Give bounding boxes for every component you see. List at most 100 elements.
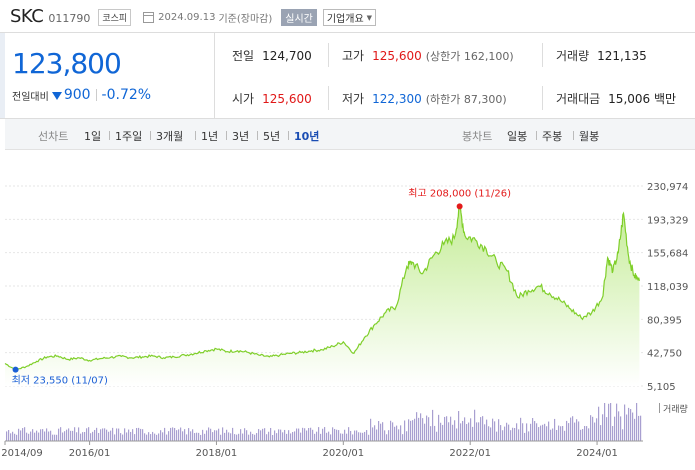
volume-bar	[390, 420, 392, 441]
volume-bar	[374, 425, 376, 441]
quote-date: 2024.09.13	[158, 12, 216, 23]
period-3y[interactable]: 3년	[232, 130, 250, 143]
volume-bar	[158, 433, 160, 441]
volume-bar	[618, 411, 620, 441]
volume-bar	[418, 417, 420, 441]
period-3m[interactable]: 3개월	[156, 130, 184, 143]
volume-bar	[188, 428, 190, 441]
volume-bar	[412, 420, 414, 441]
volume-bar	[96, 427, 98, 441]
company-overview-label: 기업개요	[326, 14, 364, 25]
divider	[542, 43, 543, 67]
volume-bar	[422, 418, 424, 441]
volume-bar	[290, 433, 292, 441]
volume-bar	[236, 434, 238, 441]
volume-bar	[456, 428, 458, 441]
volume-bar	[482, 416, 484, 441]
volume-bar	[388, 430, 390, 441]
volume-bar	[604, 403, 606, 441]
volume-bar	[70, 430, 72, 441]
volume-bar	[474, 409, 476, 441]
volume-bar	[20, 430, 22, 441]
market-badge: 코스피	[98, 9, 132, 26]
volume-bar	[566, 420, 568, 441]
volume-bar	[302, 427, 304, 441]
volume-value: 121,135	[597, 48, 647, 63]
volume-bar	[498, 419, 500, 441]
volume-bar	[68, 428, 70, 441]
prev-close-label: 전일	[232, 49, 255, 63]
volume-bar	[274, 430, 276, 441]
volume-bar	[14, 433, 16, 441]
volume-bar	[222, 427, 224, 441]
divider	[573, 131, 574, 140]
volume-bar	[266, 434, 268, 441]
volume-bar	[22, 428, 24, 441]
volume-bar	[622, 429, 624, 441]
prev-close-value: 124,700	[262, 48, 312, 63]
volume-bar	[78, 427, 80, 441]
volume-bar	[442, 424, 444, 441]
current-price-panel: 123,800 전일대비 900 -0.72%	[0, 33, 215, 118]
volume-bar	[450, 416, 452, 441]
volume-bar	[246, 430, 248, 441]
volume-bar	[320, 433, 322, 441]
volume-bar	[630, 409, 632, 441]
period-5y[interactable]: 5년	[263, 130, 281, 143]
volume-bar	[576, 419, 578, 441]
volume-bar	[626, 414, 628, 441]
volume-bar	[568, 423, 570, 441]
company-overview-button[interactable]: 기업개요 ▼	[322, 9, 377, 26]
volume-bar	[118, 428, 120, 441]
volume-bar	[182, 431, 184, 441]
period-1y[interactable]: 1년	[201, 130, 219, 143]
volume-bar	[212, 432, 214, 441]
divider	[328, 43, 329, 67]
volume-bar	[324, 427, 326, 441]
period-10y[interactable]: 10년	[294, 130, 320, 143]
period-weekly-candle[interactable]: 주봉	[542, 130, 563, 143]
period-1w[interactable]: 1주일	[115, 130, 143, 143]
volume-bar	[476, 422, 478, 441]
volume-label: 거래량	[663, 403, 688, 415]
period-daily-candle[interactable]: 일봉	[507, 130, 528, 143]
volume-bar	[532, 418, 534, 441]
volume-bar	[218, 428, 220, 441]
volume-bar	[190, 431, 192, 441]
volume-bar	[588, 428, 590, 441]
period-monthly-candle[interactable]: 월봉	[579, 130, 600, 143]
volume-bar	[56, 434, 58, 441]
volume-bar	[262, 428, 264, 441]
volume-bar	[496, 431, 498, 441]
chevron-down-icon: ▼	[366, 13, 373, 22]
volume-bar	[244, 428, 246, 441]
realtime-button[interactable]: 실시간	[281, 9, 317, 26]
volume-bar	[156, 434, 158, 441]
price-area	[5, 204, 640, 386]
volume-bar	[340, 433, 342, 441]
down-arrow-icon	[51, 91, 62, 100]
volume-bar	[166, 434, 168, 441]
company-name: SKC	[10, 5, 44, 27]
volume-bar	[34, 432, 36, 441]
x-tick-label: 2020/01	[323, 448, 365, 459]
x-tick-label: 2016/01	[69, 448, 111, 459]
volume-bar	[52, 434, 54, 441]
divider	[257, 131, 258, 140]
volume-bar	[428, 417, 430, 441]
volume-bar	[296, 428, 298, 441]
y-tick-label: 80,395	[647, 315, 682, 326]
volume-bar	[62, 432, 64, 441]
volume-bar	[554, 418, 556, 441]
volume-bar	[602, 414, 604, 441]
volume-bar	[556, 429, 558, 441]
period-1d[interactable]: 1일	[84, 130, 102, 143]
volume-bar	[260, 430, 262, 441]
volume-bar	[224, 432, 226, 441]
volume-bar	[16, 434, 18, 441]
y-axis-ticks: 230,974 193,329 155,684 118,039 80,395 42,750…	[647, 182, 688, 393]
volume-bar	[612, 426, 614, 441]
calendar-icon	[143, 12, 155, 23]
volume-bar	[590, 415, 592, 441]
volume-bar	[208, 427, 210, 441]
